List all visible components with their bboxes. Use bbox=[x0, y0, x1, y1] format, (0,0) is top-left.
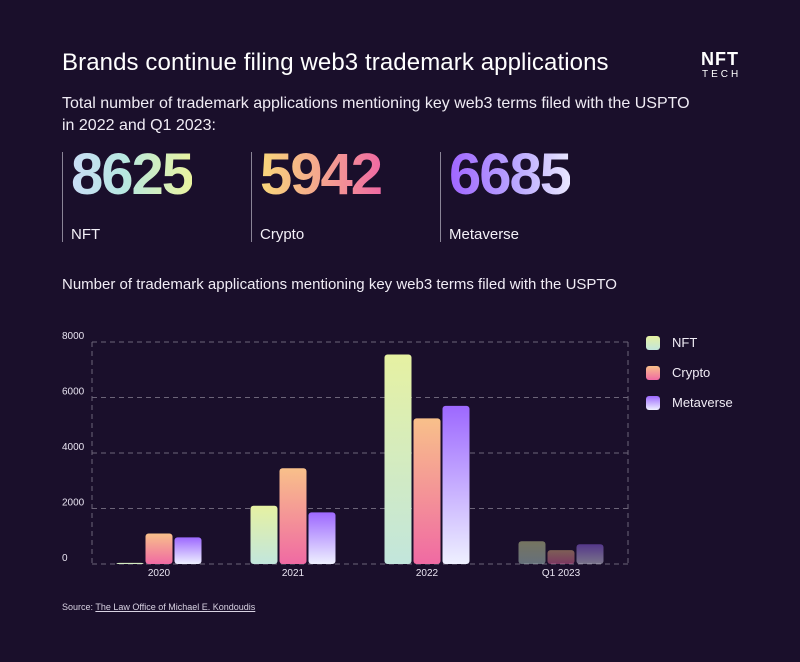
y-tick-labels: 0 2000 4000 6000 8000 bbox=[62, 331, 85, 564]
legend-label-nft: NFT bbox=[672, 335, 698, 350]
bar-nft-2022 bbox=[384, 354, 412, 564]
stat-crypto-label: Crypto bbox=[260, 226, 305, 243]
x-tick-label-q1-2023: Q1 2023 bbox=[542, 568, 581, 579]
stat-metaverse: 6685 Metaverse bbox=[440, 146, 572, 243]
legend-item-nft: NFT bbox=[646, 335, 766, 366]
x-tick-label-2021: 2021 bbox=[282, 568, 305, 579]
bar-metaverse-2021 bbox=[308, 512, 336, 564]
legend-swatch-nft bbox=[646, 336, 660, 350]
chart-title: Brands continue filing web3 trademark ap… bbox=[62, 49, 609, 76]
logo-line-2: TECH bbox=[702, 69, 742, 80]
stats-row: 8625 NFT 5942 Crypto 6685 Metaverse bbox=[0, 146, 800, 243]
y-tick-label-8000: 8000 bbox=[62, 331, 85, 342]
bar-nft-2020 bbox=[116, 562, 144, 564]
source-prefix: Source: bbox=[62, 602, 94, 612]
chart-heading: Number of trademark applications mention… bbox=[62, 276, 617, 293]
source-link[interactable]: The Law Office of Michael E. Kondoudis bbox=[95, 602, 256, 612]
x-tick-labels: 2020 2021 2022 Q1 2023 bbox=[148, 568, 581, 579]
x-tick-label-2022: 2022 bbox=[416, 568, 439, 579]
bar-nft-q1-2023 bbox=[518, 541, 546, 564]
legend-item-metaverse: Metaverse bbox=[646, 395, 766, 426]
stat-crypto: 5942 Crypto bbox=[251, 146, 383, 243]
legend-item-crypto: Crypto bbox=[646, 365, 766, 396]
grid-lines bbox=[91, 341, 629, 565]
source-note: Source: The Law Office of Michael E. Kon… bbox=[62, 602, 255, 612]
bar-crypto-2021 bbox=[279, 468, 307, 564]
stat-metaverse-label: Metaverse bbox=[449, 226, 520, 243]
legend-label-metaverse: Metaverse bbox=[672, 395, 733, 410]
stat-nft-value: 8625 bbox=[71, 142, 194, 207]
bar-chart: 0 2000 4000 6000 8000 2020 2021 2022 Q1 2023 bbox=[62, 331, 629, 579]
stat-crypto-value: 5942 bbox=[260, 142, 383, 207]
x-tick-label-2020: 2020 bbox=[148, 568, 171, 579]
bar-crypto-q1-2023 bbox=[547, 550, 575, 564]
bar-metaverse-q1-2023 bbox=[576, 544, 604, 564]
nft-tech-logo: NFT TECH bbox=[700, 50, 740, 80]
bar-nft-2021 bbox=[250, 505, 278, 564]
y-tick-label-2000: 2000 bbox=[62, 498, 85, 509]
bar-crypto-2022 bbox=[413, 418, 441, 564]
y-tick-label-0: 0 bbox=[62, 553, 68, 564]
bar-metaverse-2022 bbox=[442, 405, 470, 564]
legend-label-crypto: Crypto bbox=[672, 365, 711, 380]
y-tick-label-6000: 6000 bbox=[62, 387, 85, 398]
legend: NFT Crypto Metaverse bbox=[646, 335, 766, 426]
bar-crypto-2020 bbox=[145, 533, 173, 564]
stat-nft: 8625 NFT bbox=[62, 146, 194, 243]
logo-line-1: NFT bbox=[701, 49, 739, 69]
y-tick-label-4000: 4000 bbox=[62, 442, 85, 453]
bar-metaverse-2020 bbox=[174, 537, 202, 564]
stat-nft-label: NFT bbox=[71, 226, 101, 243]
legend-swatch-metaverse bbox=[646, 396, 660, 410]
stat-metaverse-value: 6685 bbox=[449, 142, 572, 207]
bars bbox=[116, 354, 604, 564]
subtitle: Total number of trademark applications m… bbox=[62, 95, 690, 134]
legend-swatch-crypto bbox=[646, 366, 660, 380]
